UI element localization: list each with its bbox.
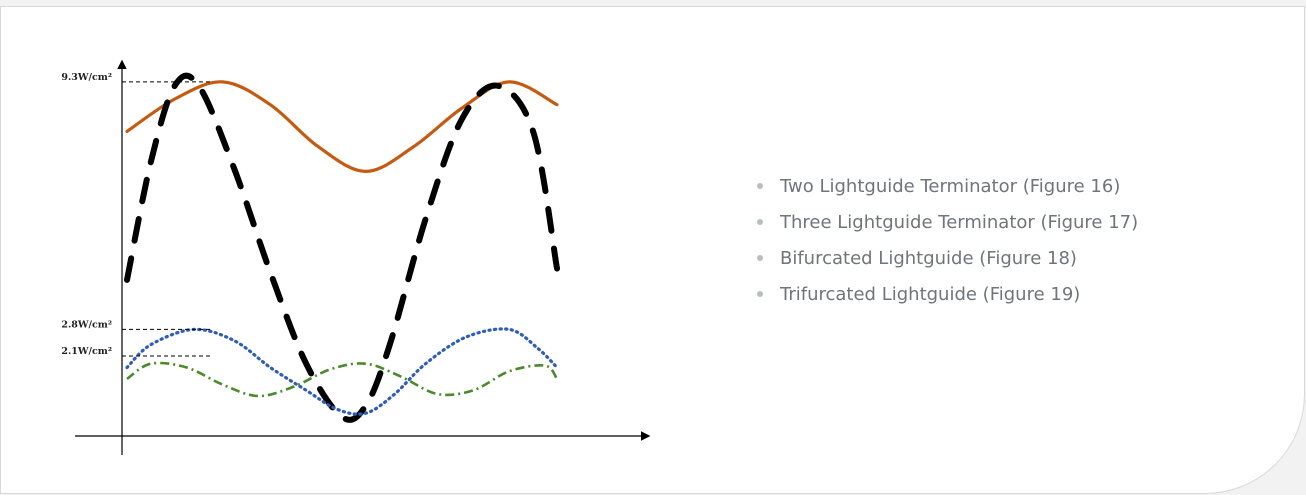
legend-item: Trifurcated Lightguide (Figure 19): [757, 276, 1138, 312]
series-line-2: [124, 72, 560, 423]
legend-item-label: Trifurcated Lightguide (Figure 19): [780, 283, 1081, 305]
series-line-4: [126, 361, 559, 398]
slide-card: [0, 6, 1305, 494]
y-annotation-label: 9.3W/cm²: [61, 72, 112, 83]
legend-list: Two Lightguide Terminator (Figure 16) Th…: [757, 168, 1138, 312]
legend-item-label: Bifurcated Lightguide (Figure 18): [780, 247, 1077, 269]
legend-item: Two Lightguide Terminator (Figure 16): [757, 168, 1138, 204]
bullet-icon: [757, 219, 763, 225]
y-annotation-label: 2.1W/cm²: [61, 346, 112, 357]
bullet-icon: [757, 183, 763, 189]
series-line-3: [125, 327, 559, 416]
series-layer: [124, 72, 560, 423]
annotation-layer: 9.3W/cm² 2.8W/cm² 2.1W/cm²: [61, 72, 213, 357]
legend-item: Bifurcated Lightguide (Figure 18): [757, 240, 1138, 276]
legend-item-label: Two Lightguide Terminator (Figure 16): [780, 175, 1121, 197]
legend-item-label: Three Lightguide Terminator (Figure 17): [780, 211, 1139, 233]
bullet-icon: [757, 291, 763, 297]
bullet-icon: [757, 255, 763, 261]
legend-item: Three Lightguide Terminator (Figure 17): [757, 204, 1138, 240]
series-line-1: [125, 80, 559, 173]
y-annotation-label: 2.8W/cm²: [61, 319, 112, 330]
